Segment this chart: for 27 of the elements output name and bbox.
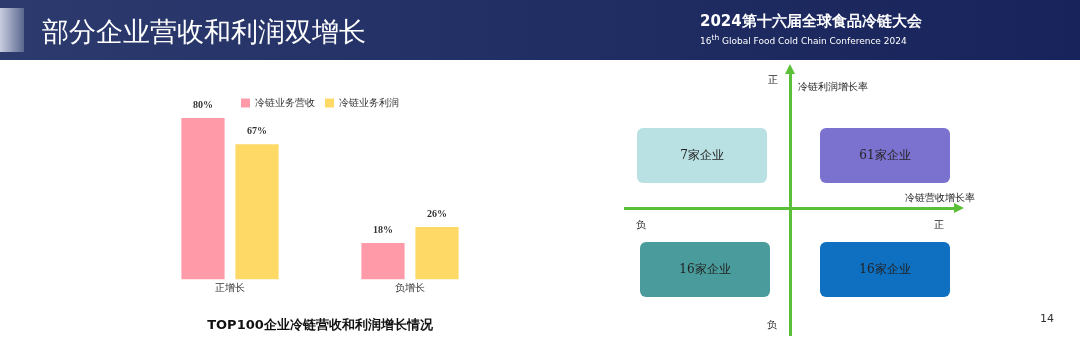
text: 14: [1040, 312, 1054, 325]
data-label: 26%: [427, 207, 447, 219]
text: TOP100企业冷链营收和利润增长情况: [207, 316, 434, 332]
text: 负: [767, 318, 777, 332]
bar: [361, 243, 405, 280]
category-label: 61家企业: [820, 128, 950, 183]
bar: [415, 226, 459, 280]
data-label: 80%: [193, 98, 213, 110]
x-tick-label: 负增长: [395, 281, 425, 293]
text: 负: [636, 218, 646, 232]
category-label: 7家企业: [637, 128, 767, 183]
legend-label: 冷链业务利润: [339, 96, 399, 108]
text: 正: [768, 73, 778, 87]
text: 16$^{th}$ Global Food Cold Chain Conference 2024: [700, 33, 907, 46]
data-label: 67%: [247, 124, 267, 136]
text: 正: [934, 218, 944, 232]
text: 冷链利润增长率: [798, 80, 868, 94]
text: 2024第十六届全球食品冷链大会: [700, 12, 922, 31]
data-label: 18%: [373, 223, 393, 235]
category-label: 16家企业: [820, 242, 950, 297]
category-label: 16家企业: [640, 242, 770, 297]
bar: [235, 144, 279, 280]
text: 部分企业营收和利润双增长: [42, 15, 366, 49]
x-tick-label: 正增长: [215, 281, 245, 293]
bar: [181, 118, 225, 280]
text: 冷链营收增长率: [905, 191, 975, 205]
legend-label: 冷链业务营收: [255, 96, 315, 108]
